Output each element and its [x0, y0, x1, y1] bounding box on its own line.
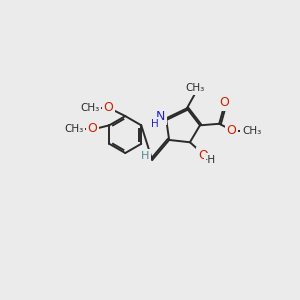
- Text: O: O: [220, 97, 230, 110]
- Text: O: O: [198, 149, 208, 162]
- Text: H: H: [141, 151, 149, 161]
- Text: CH₃: CH₃: [64, 124, 83, 134]
- Text: O: O: [103, 101, 113, 114]
- Text: CH₃: CH₃: [242, 127, 261, 136]
- Text: CH₃: CH₃: [186, 83, 205, 93]
- Text: O: O: [226, 124, 236, 137]
- Text: N: N: [156, 110, 165, 123]
- Text: CH₃: CH₃: [80, 103, 100, 112]
- Text: H: H: [152, 119, 159, 129]
- Text: O: O: [87, 122, 97, 135]
- Text: ·H: ·H: [205, 155, 216, 165]
